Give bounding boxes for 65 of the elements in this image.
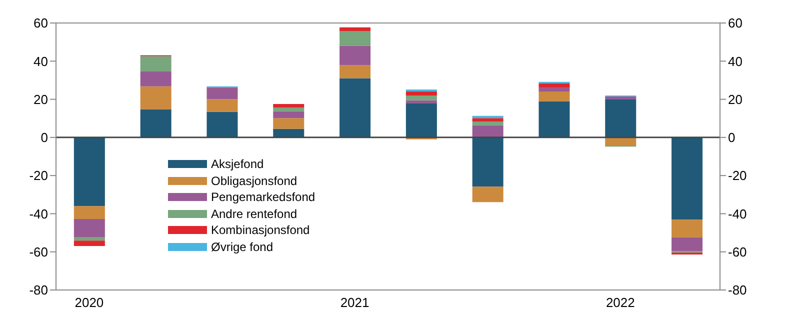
bar	[273, 104, 304, 108]
y2-tick-label: -20	[728, 168, 747, 184]
legend-label: Pengemarkedsfond	[211, 189, 316, 206]
bar	[672, 220, 703, 238]
bar	[472, 118, 504, 122]
y2-tick-label: -60	[728, 244, 747, 260]
legend-label: Kombinasjonsfond	[211, 222, 310, 238]
bar	[273, 111, 304, 118]
bar	[340, 46, 371, 66]
bar	[273, 118, 304, 129]
y-tick-label: -20	[29, 168, 48, 184]
bar	[340, 31, 371, 46]
bar	[472, 137, 504, 187]
legend-label: Aksjefond	[211, 156, 264, 172]
bar	[74, 236, 105, 241]
y2-tick-label: -80	[728, 282, 747, 298]
bar	[605, 99, 636, 138]
bar	[472, 186, 504, 202]
y2-tick-label: 40	[728, 54, 742, 69]
bar	[140, 71, 172, 86]
bar	[140, 109, 172, 138]
bar	[273, 108, 304, 112]
bar	[472, 122, 504, 126]
y2-tick-label: 20	[728, 92, 742, 107]
legend-label: Andre rentefond	[211, 206, 298, 222]
y-tick-label: 60	[34, 16, 48, 31]
legend-label: Øvrige fond	[211, 238, 274, 255]
x-tick-label: 2020	[74, 295, 104, 310]
bar	[206, 99, 238, 112]
x-tick-label: 2021	[340, 295, 370, 310]
bar	[140, 86, 172, 110]
bar	[406, 100, 437, 104]
y2-tick-label: 60	[728, 16, 742, 31]
bar	[340, 27, 371, 32]
y-tick-label: -80	[29, 282, 48, 298]
bar	[538, 83, 570, 88]
legend-label: Obligasjonsfond	[211, 172, 298, 189]
y-tick-label: 0	[40, 130, 48, 146]
bar	[672, 137, 703, 220]
bar	[406, 95, 437, 100]
bar	[340, 65, 371, 78]
bar	[605, 137, 636, 146]
bar	[340, 78, 371, 138]
x-tick-label: 2022	[606, 295, 635, 310]
bar	[406, 103, 437, 138]
bar	[406, 91, 437, 96]
y-tick-label: -40	[29, 206, 48, 222]
bar	[605, 96, 636, 100]
bar	[74, 137, 105, 206]
bar	[672, 237, 703, 252]
bar	[538, 88, 570, 92]
bar	[472, 125, 504, 138]
bar	[74, 219, 105, 237]
bar	[74, 240, 105, 246]
bar	[538, 101, 570, 138]
bar	[206, 112, 238, 138]
y-tick-label: 40	[34, 54, 48, 69]
y2-tick-label: -40	[728, 206, 747, 222]
y2-tick-label: 0	[728, 130, 736, 146]
bar	[206, 88, 238, 100]
y-tick-label: -60	[29, 244, 48, 260]
bar	[140, 56, 172, 72]
y-tick-label: 20	[34, 92, 48, 107]
bar	[538, 91, 570, 102]
bar	[74, 206, 105, 220]
